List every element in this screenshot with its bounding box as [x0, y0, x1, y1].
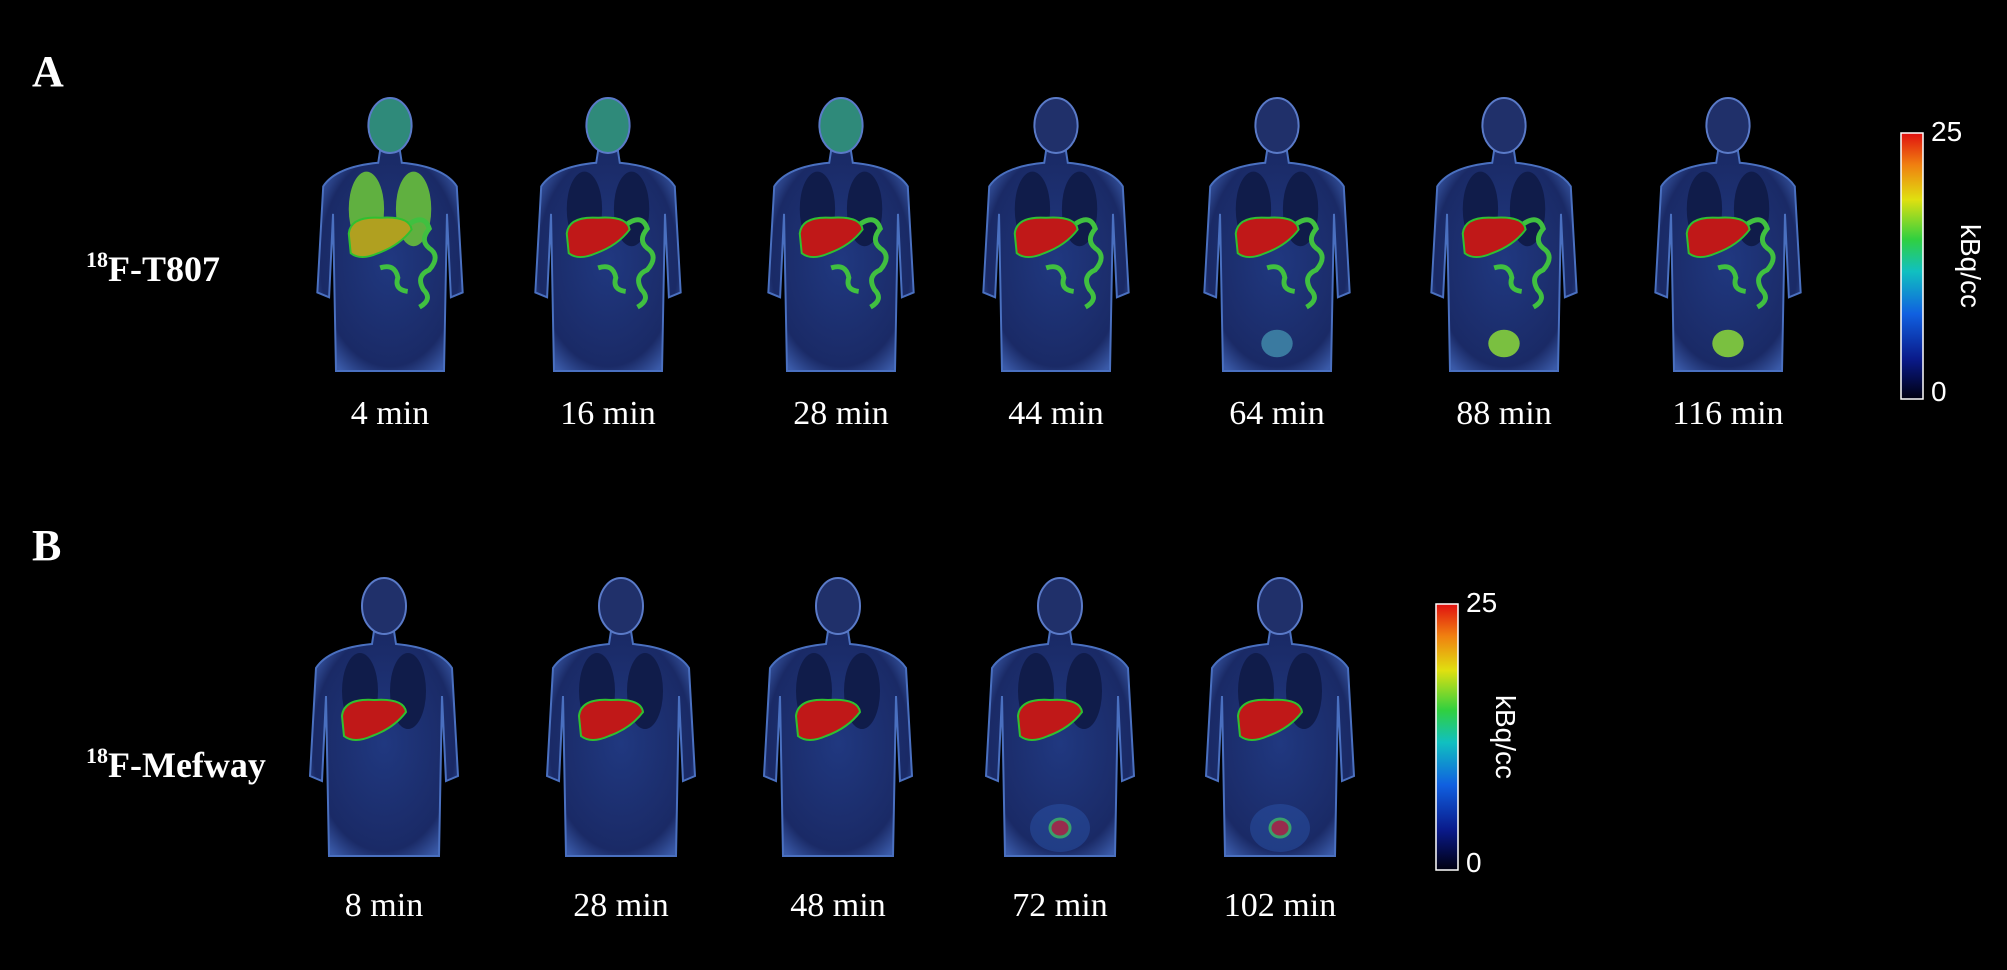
pelvis-glow [1030, 804, 1090, 852]
time-label: 64 min [1229, 395, 1324, 432]
liver [1013, 216, 1079, 259]
pet-image [1204, 577, 1356, 857]
liver [1234, 216, 1300, 259]
pet-image [308, 577, 460, 857]
panel-letter: B [32, 521, 61, 570]
bladder [1268, 817, 1292, 839]
pet-image [1430, 96, 1578, 372]
head [361, 577, 407, 635]
time-label: 102 min [1224, 887, 1336, 924]
pelvis-glow [1250, 804, 1310, 852]
pet-image [984, 577, 1136, 857]
time-label: 8 min [345, 887, 423, 924]
time-label: 72 min [1012, 887, 1107, 924]
liver [798, 216, 864, 259]
bladder [1488, 329, 1520, 358]
liver [1236, 698, 1304, 741]
head [1481, 96, 1527, 154]
bladder [1048, 817, 1072, 839]
head [1037, 577, 1083, 635]
gut [1493, 217, 1552, 310]
bladder [1261, 329, 1293, 358]
pet-image [1203, 96, 1351, 372]
body-outline [316, 149, 464, 372]
colorbar-unit: kBq/cc [1490, 695, 1521, 779]
body-outline [308, 630, 460, 857]
head [818, 96, 864, 154]
liver [1461, 216, 1527, 259]
liver [565, 216, 631, 259]
time-label: 16 min [560, 395, 655, 432]
gut [830, 217, 889, 310]
gut [1266, 217, 1325, 310]
pet-image [1654, 96, 1802, 372]
pet-image [982, 96, 1130, 372]
body-outline [534, 149, 682, 372]
liver [1016, 698, 1084, 741]
body-outline [762, 630, 914, 857]
tracer-mass-number: 18 [86, 247, 108, 272]
head [1254, 96, 1300, 154]
pet-image [534, 96, 682, 372]
head [815, 577, 861, 635]
colorbar-unit: kBq/cc [1955, 224, 1986, 308]
liver [794, 698, 862, 741]
time-label: 28 min [573, 887, 668, 924]
time-label: 28 min [793, 395, 888, 432]
gut [1717, 217, 1776, 310]
pet-image [762, 577, 914, 857]
tracer-label: 18F-T807 [86, 247, 220, 289]
head [1705, 96, 1751, 154]
time-label: 48 min [790, 887, 885, 924]
body-outline [767, 149, 915, 372]
gut [597, 217, 656, 310]
gut [1045, 217, 1104, 310]
bladder [1712, 329, 1744, 358]
liver [347, 216, 413, 259]
head [598, 577, 644, 635]
time-label: 116 min [1672, 395, 1783, 432]
panel-letter: A [32, 47, 64, 96]
pet-image [545, 577, 697, 857]
gut [379, 217, 438, 310]
time-label: 44 min [1008, 395, 1103, 432]
head [1257, 577, 1303, 635]
colorbar [1900, 132, 1924, 400]
colorbar-tick-label: 25 [1931, 116, 1962, 147]
body-outline [545, 630, 697, 857]
time-label: 88 min [1456, 395, 1551, 432]
head [585, 96, 631, 154]
pet-image [316, 96, 464, 372]
liver [1685, 216, 1751, 259]
liver [577, 698, 645, 741]
pet-image [767, 96, 915, 372]
colorbar [1435, 603, 1459, 871]
tracer-name: F-T807 [108, 249, 220, 289]
colorbar-tick-label: 0 [1466, 847, 1482, 878]
tracer-name: F-Mefway [108, 745, 266, 785]
liver [340, 698, 408, 741]
colorbar-tick-label: 25 [1466, 587, 1497, 618]
time-label: 4 min [351, 395, 429, 432]
tracer-mass-number: 18 [86, 743, 108, 768]
head [1033, 96, 1079, 154]
head [367, 96, 413, 154]
body-outline [982, 149, 1130, 372]
colorbar-tick-label: 0 [1931, 376, 1947, 407]
tracer-label: 18F-Mefway [86, 743, 266, 785]
